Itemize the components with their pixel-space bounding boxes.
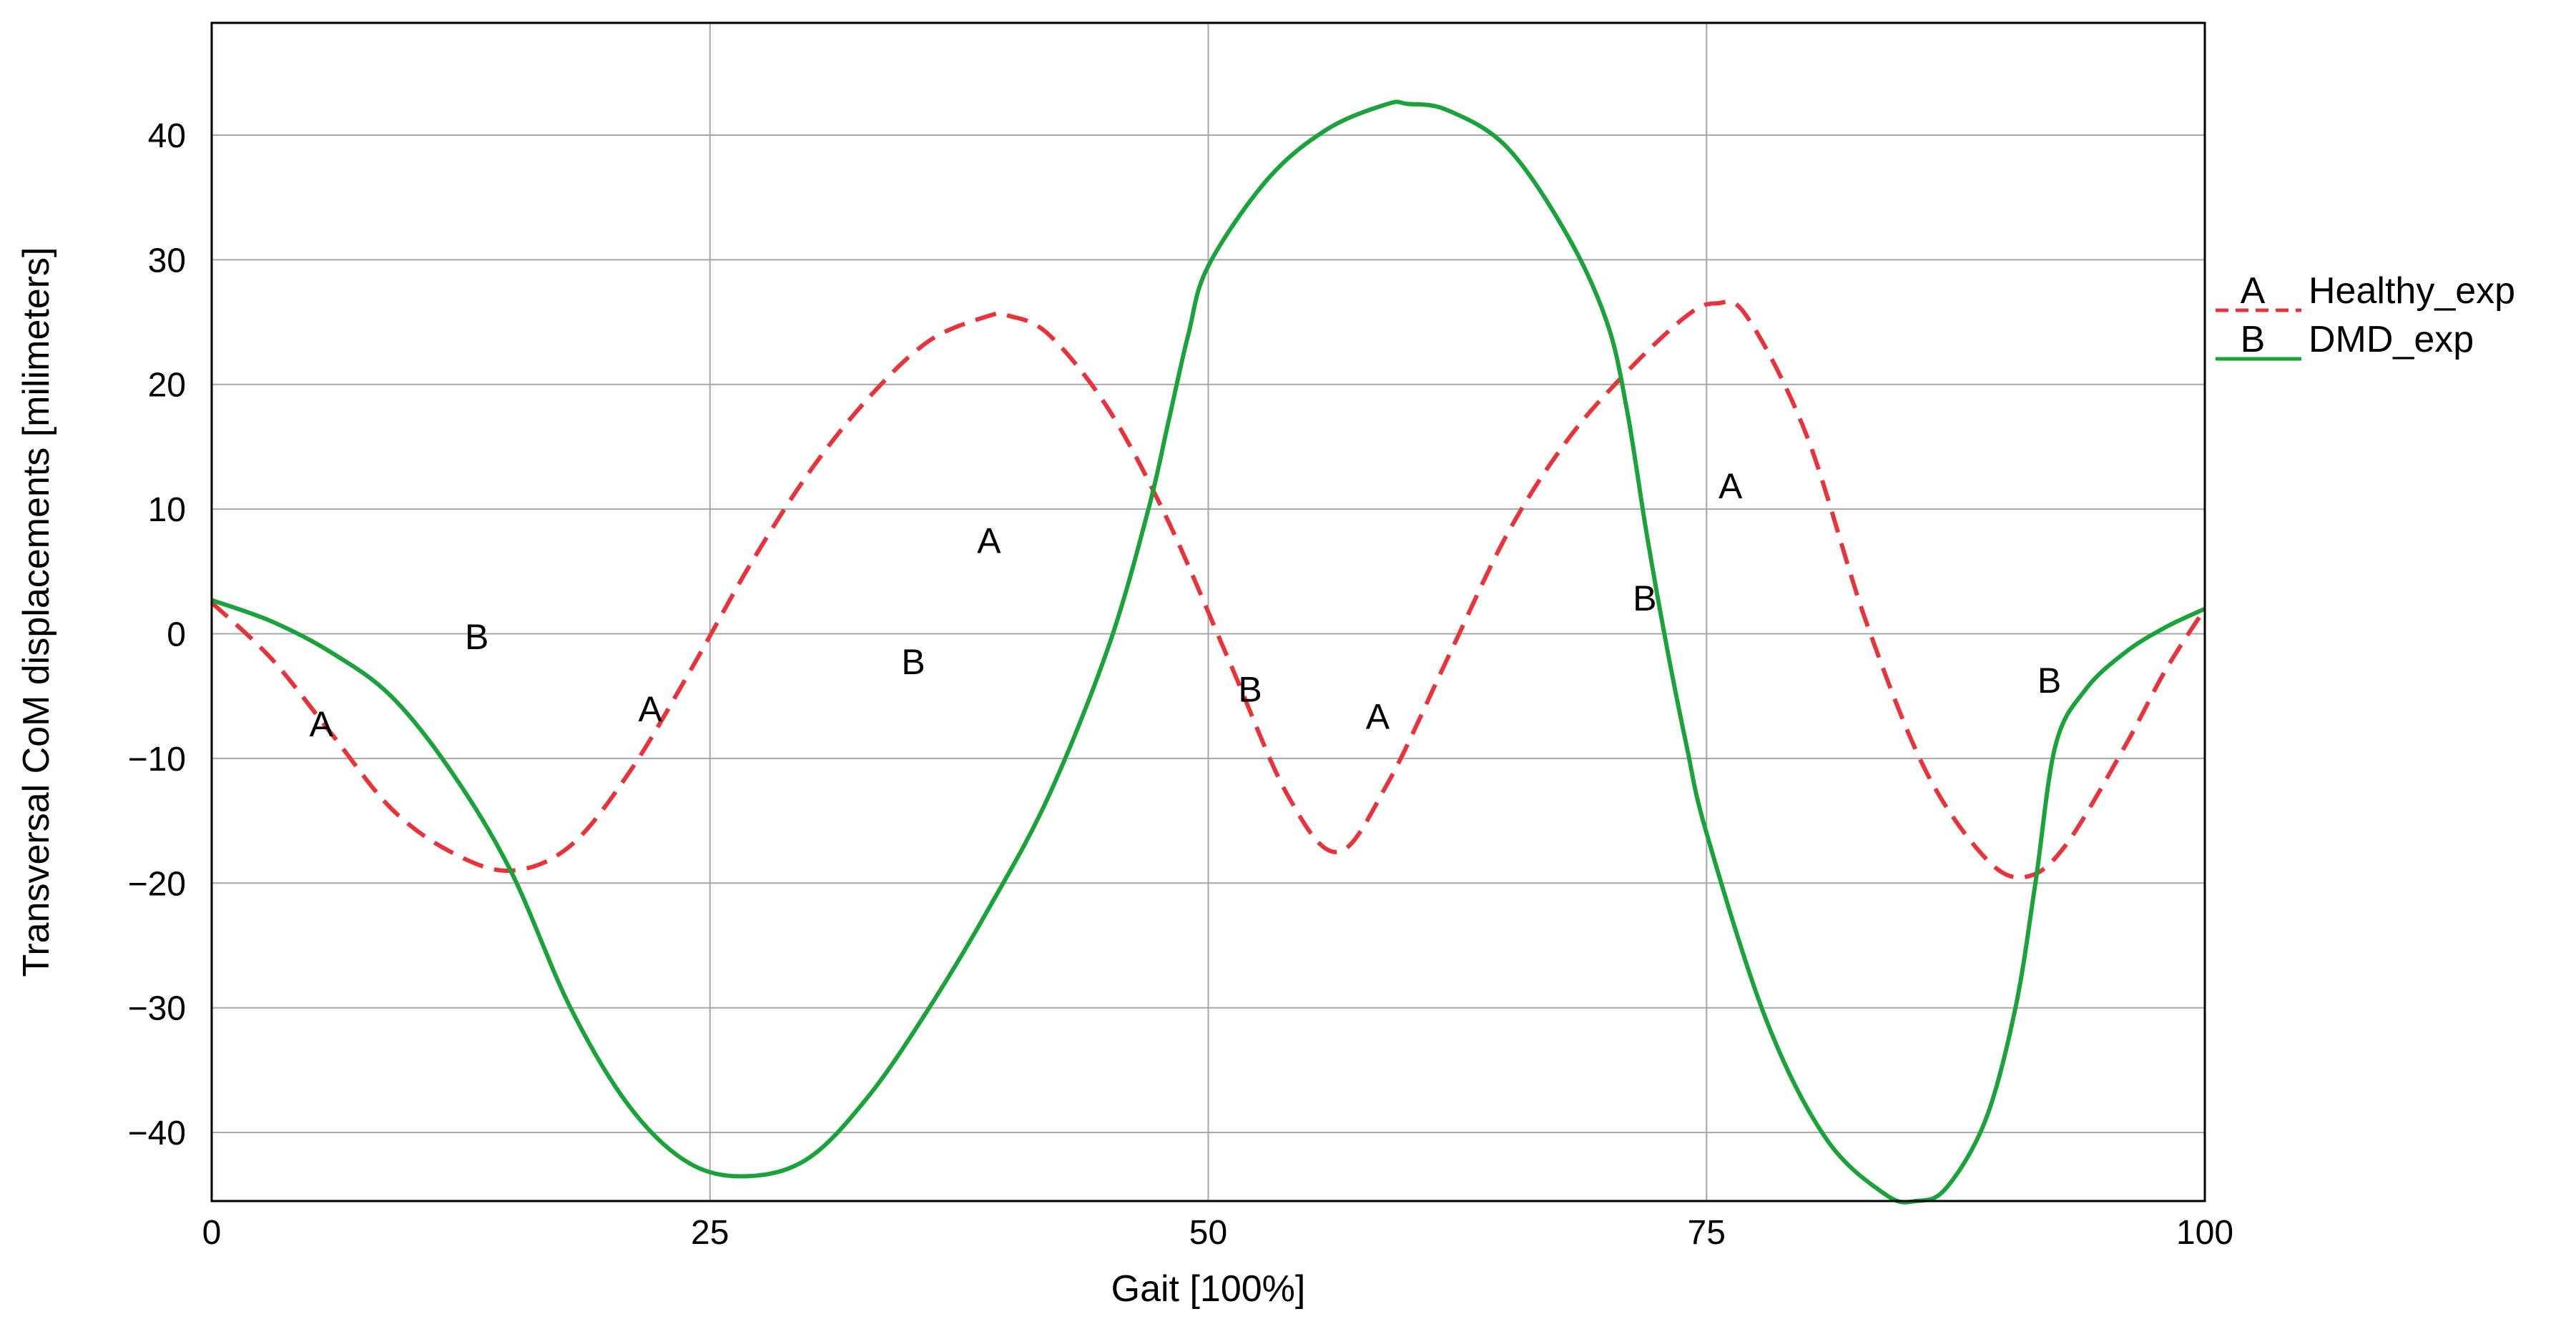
y-tick-label: 20 bbox=[148, 367, 186, 405]
y-tick-label: −40 bbox=[128, 1115, 186, 1152]
y-tick-label: 0 bbox=[167, 616, 186, 654]
y-tick-label: 10 bbox=[148, 491, 186, 529]
x-tick-label: 50 bbox=[1189, 1214, 1227, 1252]
legend-marker-label: B bbox=[2241, 319, 2266, 360]
series-marker-labels: A A A A A B B B B B bbox=[310, 466, 2062, 744]
x-axis-title: Gait [100%] bbox=[1111, 1268, 1306, 1310]
series-line-healthy-exp bbox=[210, 299, 2207, 880]
series-marker-label: B bbox=[2037, 661, 2061, 701]
x-tick-label: 0 bbox=[202, 1214, 222, 1252]
grid-lines bbox=[212, 23, 2205, 1201]
y-axis-title: Transversal CoM displacements [milimeter… bbox=[16, 247, 57, 977]
series-marker-label: B bbox=[1238, 669, 1262, 709]
y-tick-label: −10 bbox=[128, 741, 186, 779]
series-marker-label: A bbox=[638, 689, 662, 729]
series-marker-label: A bbox=[310, 704, 334, 744]
x-tick-label: 25 bbox=[691, 1214, 729, 1252]
legend: A Healthy_exp B DMD_exp bbox=[2216, 270, 2515, 361]
series-line-dmd-exp bbox=[210, 99, 2206, 1205]
legend-series-name: DMD_exp bbox=[2309, 319, 2474, 360]
y-tick-label: −20 bbox=[128, 865, 186, 903]
series-marker-label: A bbox=[1366, 697, 1390, 737]
x-tick-label: 75 bbox=[1688, 1214, 1726, 1252]
plot-area-frame bbox=[210, 21, 2206, 1202]
series-marker-label: A bbox=[1719, 466, 1743, 506]
y-tick-label: 30 bbox=[148, 242, 186, 280]
series-lines bbox=[210, 99, 2207, 1205]
legend-marker-label: A bbox=[2241, 270, 2266, 312]
series-marker-label: B bbox=[901, 642, 925, 682]
y-tick-label: 40 bbox=[148, 117, 186, 155]
series-marker-label: A bbox=[977, 521, 1001, 561]
series-marker-label: B bbox=[1633, 578, 1656, 618]
series-marker-label: B bbox=[465, 617, 488, 657]
y-tick-label: −30 bbox=[128, 990, 186, 1028]
legend-series-name: Healthy_exp bbox=[2309, 270, 2515, 312]
x-tick-label: 100 bbox=[2176, 1214, 2233, 1252]
